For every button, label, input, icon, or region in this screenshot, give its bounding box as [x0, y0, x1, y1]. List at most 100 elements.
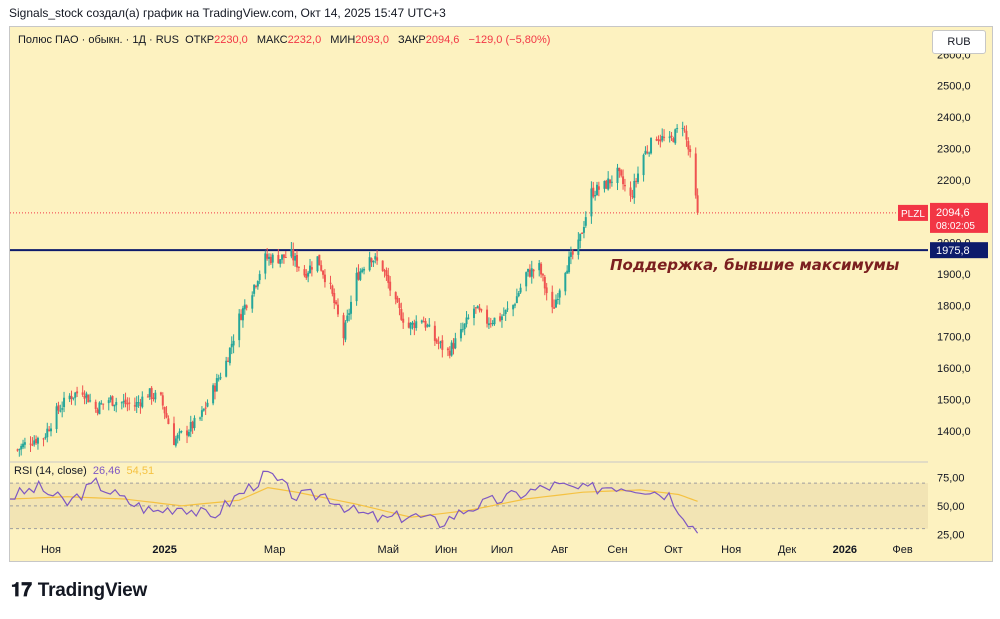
candle-body	[610, 181, 613, 183]
candle-body	[584, 217, 587, 226]
candle-body	[387, 274, 390, 283]
candle-body	[554, 299, 557, 308]
candle-body	[96, 409, 99, 414]
candle-body	[359, 271, 362, 280]
candle-body	[100, 403, 103, 405]
candle-body	[18, 449, 21, 451]
candle-body	[530, 268, 533, 277]
candle-body	[193, 417, 196, 428]
candle-body	[20, 445, 23, 450]
candle-body	[49, 428, 52, 432]
candle-body	[478, 307, 481, 311]
tradingview-logo[interactable]: 𝟏𝟕 TradingView	[11, 580, 147, 602]
candle-body	[282, 254, 285, 258]
candle-body	[513, 304, 516, 306]
candle-body	[452, 343, 455, 349]
last-price-value: 2094,6	[936, 207, 970, 219]
candle-body	[661, 135, 664, 141]
candle-body	[696, 195, 699, 213]
candle-body	[515, 296, 518, 304]
candle-body	[582, 226, 585, 233]
candle-body	[199, 417, 202, 419]
candle-body	[281, 254, 284, 260]
tradingview-logo-icon: 𝟏𝟕	[11, 580, 32, 601]
candle-body	[564, 273, 567, 292]
candle-body	[331, 285, 334, 294]
candle-body	[355, 272, 358, 302]
candle-body	[240, 314, 243, 320]
candle-body	[310, 267, 313, 270]
rsi-value: 26,46	[92, 465, 121, 477]
candle-body	[437, 342, 440, 344]
candle-body	[94, 401, 97, 409]
candle-body	[16, 449, 19, 451]
candle-body	[202, 408, 205, 411]
currency-button[interactable]: RUB	[932, 30, 986, 54]
candle-body	[320, 265, 323, 271]
candle-body	[493, 317, 496, 325]
candle-body	[556, 299, 559, 301]
candle-body	[232, 340, 235, 346]
candle-body	[525, 272, 528, 287]
candle-body	[228, 347, 231, 364]
candle-body	[89, 400, 92, 402]
candle-body	[139, 402, 142, 407]
candle-body	[385, 270, 388, 276]
candle-body	[541, 274, 544, 276]
candle-body	[279, 259, 282, 264]
time-axis-label: 2025	[152, 544, 176, 556]
price-tick-label: 1500,0	[937, 395, 971, 407]
time-axis-label: Ноя	[41, 544, 61, 556]
candle-body	[579, 233, 582, 242]
chart-attribution: Signals_stock создал(а) график на Tradin…	[9, 6, 446, 20]
candle-body	[152, 397, 155, 399]
candle-body	[607, 178, 610, 190]
price-tick-label: 1600,0	[937, 363, 971, 375]
candle-body	[657, 139, 660, 141]
candle-body	[473, 308, 475, 318]
candle-body	[98, 402, 101, 415]
candle-body	[113, 404, 116, 407]
candle-body	[394, 292, 397, 300]
time-axis-label: Июн	[435, 544, 457, 556]
candle-body	[29, 443, 32, 445]
candle-body	[467, 317, 470, 319]
candle-body	[370, 258, 373, 263]
candle-body	[186, 430, 189, 436]
candle-body	[655, 138, 658, 141]
candle-body	[517, 292, 520, 297]
candle-body	[363, 268, 366, 271]
candle-body	[636, 173, 639, 183]
candle-body	[465, 317, 468, 325]
candle-body	[439, 341, 442, 343]
candle-body	[676, 128, 679, 130]
candle-body	[68, 395, 71, 400]
candle-body	[122, 401, 125, 403]
candle-body	[243, 304, 246, 310]
candle-body	[568, 256, 571, 273]
candle-body	[659, 139, 662, 142]
candle-body	[500, 316, 503, 321]
price-tick-label: 2200,0	[937, 175, 971, 187]
candle-body	[411, 322, 414, 325]
support-annotation: Поддержка, бывшие максимумы	[610, 256, 900, 274]
candle-body	[519, 287, 522, 293]
time-axis-label: Июл	[491, 544, 513, 556]
candle-body	[227, 360, 230, 362]
symbol-legend: Полюс ПАО · обыкн. · 1Д · RUS ОТКР2230,0…	[18, 34, 556, 46]
candle-body	[81, 392, 84, 395]
candle-body	[545, 287, 548, 294]
brand-name: TradingView	[37, 580, 148, 601]
candle-body	[124, 399, 127, 405]
candle-body	[44, 436, 47, 438]
chart-frame[interactable]	[9, 26, 993, 562]
candle-body	[428, 324, 431, 327]
rsi-tick-label: 50,00	[937, 501, 965, 513]
last-price-countdown: 08:02:05	[936, 221, 975, 232]
close-value: 2094,6	[425, 34, 460, 46]
price-tick-label: 1700,0	[937, 332, 971, 344]
high-value: 2232,0	[287, 34, 322, 46]
candle-body	[128, 402, 131, 404]
low-label: МИН	[330, 34, 356, 46]
